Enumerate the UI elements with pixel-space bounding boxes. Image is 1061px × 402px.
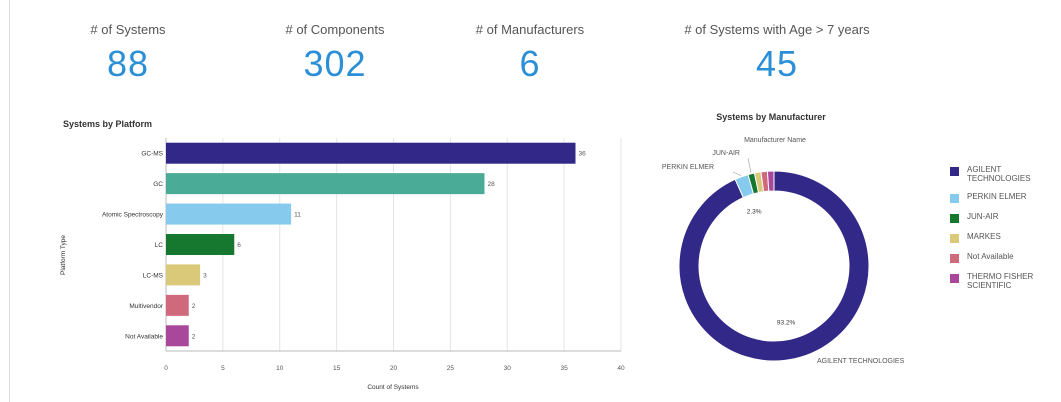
donut-outer-label: AGILENT TECHNOLOGIES	[817, 358, 905, 365]
legend-item[interactable]: AGILENT TECHNOLOGIES	[950, 165, 1050, 183]
left-border	[9, 0, 10, 402]
legend-label: JUN-AIR	[967, 212, 999, 221]
x-tick-label: 15	[333, 365, 341, 372]
kpi-systems-age: # of Systems with Age > 7 years 45	[672, 22, 882, 85]
legend-swatch	[950, 194, 959, 203]
donut-outer-label: JUN-AIR	[712, 150, 740, 157]
legend-swatch	[950, 254, 959, 263]
donut-slice[interactable]	[766, 170, 775, 192]
x-tick-label: 5	[221, 365, 225, 372]
x-tick-label: 40	[617, 365, 625, 372]
legend-item[interactable]: PERKIN ELMER	[950, 192, 1050, 203]
x-tick-label: 35	[561, 365, 569, 372]
donut-legend: AGILENT TECHNOLOGIES PERKIN ELMER JUN-AIR M…	[950, 165, 1050, 299]
leader-line	[747, 157, 752, 173]
legend-swatch	[950, 274, 959, 283]
kpi-value: 6	[519, 43, 541, 84]
bar-chart-title: Systems by Platform	[63, 119, 152, 129]
category-label: LC	[155, 242, 164, 249]
bar-value-label: 6	[237, 242, 241, 249]
bar-value-label: 11	[294, 212, 301, 219]
donut-chart: Systems by Manufacturer Manufacturer Nam…	[662, 112, 905, 365]
legend-item[interactable]: MARKES	[950, 232, 1050, 243]
leader-line	[733, 171, 742, 177]
category-label: Atomic Spectroscopy	[102, 212, 164, 219]
kpi-value: 88	[106, 43, 150, 84]
bar-value-label: 36	[579, 151, 587, 158]
legend-label: AGILENT TECHNOLOGIES	[967, 165, 1031, 183]
donut-subtitle: Manufacturer Name	[744, 137, 806, 144]
donut-outer-label: PERKIN ELMER	[662, 164, 714, 171]
bar[interactable]	[166, 264, 201, 286]
donut-data-label: 2.3%	[747, 208, 762, 215]
kpi-manufacturers: # of Manufacturers 6	[455, 22, 605, 85]
kpi-value: 302	[303, 43, 367, 84]
donut-labels: 93.2% 2.3% AGILENT TECHNOLOGIES PERKIN ELME…	[662, 150, 905, 365]
kpi-systems: # of Systems 88	[68, 22, 188, 85]
legend-item[interactable]: THERMO FISHER SCIENTIFIC	[950, 272, 1050, 290]
x-axis-label: Count of Systems	[367, 384, 419, 391]
legend-item[interactable]: Not Available	[950, 252, 1050, 263]
bar-value-label: 28	[488, 181, 496, 188]
x-tick-label: 30	[504, 365, 512, 372]
legend-swatch	[950, 214, 959, 223]
bar-value-label: 3	[203, 272, 207, 279]
donut-slices	[678, 170, 870, 362]
x-tick-label: 0	[164, 365, 168, 372]
legend-label: Not Available	[967, 252, 1014, 261]
kpi-label: # of Components	[285, 22, 385, 37]
legend-label: PERKIN ELMER	[967, 192, 1027, 201]
category-label: Multivendor	[129, 303, 163, 310]
x-tick-label: 25	[447, 365, 455, 372]
kpi-label: # of Manufacturers	[475, 22, 585, 37]
kpi-label: # of Systems	[90, 22, 166, 37]
bar-value-label: 2	[192, 303, 196, 310]
bar[interactable]	[166, 142, 576, 164]
category-label: Not Available	[125, 333, 163, 340]
kpi-components: # of Components 302	[265, 22, 405, 85]
donut-data-label: 93.2%	[777, 320, 796, 327]
donut-chart-title: Systems by Manufacturer	[716, 112, 826, 122]
x-tick-label: 10	[276, 365, 284, 372]
bar-chart: Systems by Platform Platform Type Count …	[60, 119, 625, 391]
kpi-value: 45	[755, 43, 799, 84]
bar[interactable]	[166, 325, 189, 347]
legend-item[interactable]: JUN-AIR	[950, 212, 1050, 223]
legend-swatch	[950, 234, 959, 243]
bar[interactable]	[166, 234, 235, 255]
bar-value-label: 2	[192, 333, 196, 340]
bar-marks: GC-MS 36 GC 28 Atomic Spectroscopy 11 LC 6 LC-MS…	[102, 142, 587, 347]
y-axis-label: Platform Type	[60, 235, 67, 275]
x-tick-label: 20	[390, 365, 398, 372]
category-label: GC-MS	[141, 151, 163, 158]
bar[interactable]	[166, 203, 292, 225]
donut-slice[interactable]	[678, 170, 870, 362]
legend-label: MARKES	[967, 232, 1001, 241]
legend-label: THERMO FISHER SCIENTIFIC	[967, 272, 1034, 290]
category-label: LC-MS	[143, 272, 164, 279]
category-label: GC	[153, 181, 163, 188]
kpi-label: # of Systems with Age > 7 years	[684, 22, 870, 37]
legend-swatch	[950, 167, 959, 176]
bar[interactable]	[166, 294, 189, 316]
bar[interactable]	[166, 173, 485, 195]
